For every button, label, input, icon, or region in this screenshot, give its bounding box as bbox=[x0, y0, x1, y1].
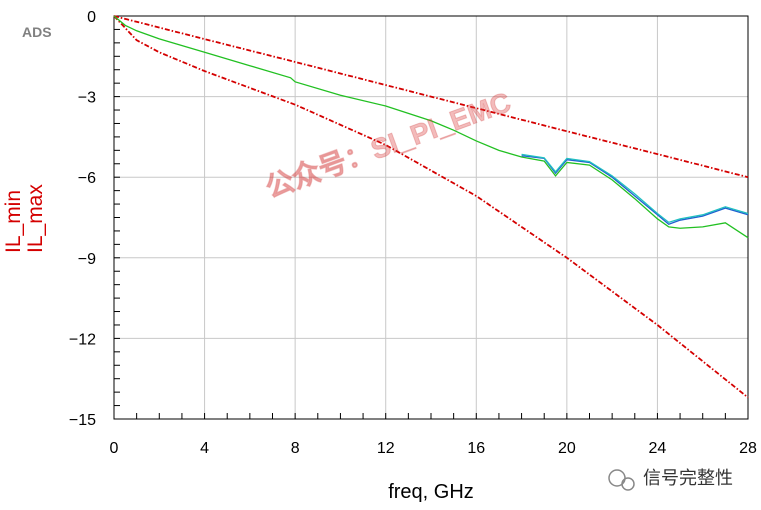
x-tick-label: 8 bbox=[291, 440, 300, 457]
y-tick-label: −3 bbox=[78, 90, 96, 107]
x-tick-label: 16 bbox=[467, 440, 485, 457]
y-tick-label: −15 bbox=[69, 412, 96, 429]
x-tick-label: 0 bbox=[110, 440, 119, 457]
grid bbox=[114, 16, 748, 419]
series-line-il-min bbox=[113, 15, 749, 399]
y-tick-label: 0 bbox=[87, 9, 96, 26]
x-tick-label: 12 bbox=[377, 440, 395, 457]
series-line-il-max bbox=[113, 15, 749, 179]
y-label-il-max: IL_max bbox=[24, 184, 47, 253]
x-tick-label: 28 bbox=[739, 440, 757, 457]
y-tick-label: −9 bbox=[78, 251, 96, 268]
series-line-curve-3 bbox=[521, 155, 749, 225]
y-label-il-min: IL_min bbox=[2, 190, 25, 253]
x-axis-label: freq, GHz bbox=[388, 481, 474, 503]
y-tick-labels: 0 −3 −6 −9 −12 −15 bbox=[69, 9, 96, 429]
x-tick-label: 20 bbox=[558, 440, 576, 457]
minor-ticks bbox=[113, 15, 749, 420]
footer-account: 信号完整性 bbox=[643, 468, 733, 488]
series-group bbox=[113, 15, 749, 399]
x-tick-label: 24 bbox=[649, 440, 667, 457]
plot-frame bbox=[113, 15, 749, 420]
ads-tag: ADS bbox=[22, 24, 52, 40]
series-line-curve-2 bbox=[113, 15, 749, 239]
x-tick-labels: 0 4 8 12 16 20 24 28 bbox=[110, 440, 757, 457]
wechat-icon bbox=[608, 469, 635, 491]
y-tick-label: −6 bbox=[78, 170, 96, 187]
series-line-curve-4 bbox=[521, 153, 749, 224]
y-tick-label: −12 bbox=[69, 331, 96, 348]
x-tick-label: 4 bbox=[200, 440, 209, 457]
